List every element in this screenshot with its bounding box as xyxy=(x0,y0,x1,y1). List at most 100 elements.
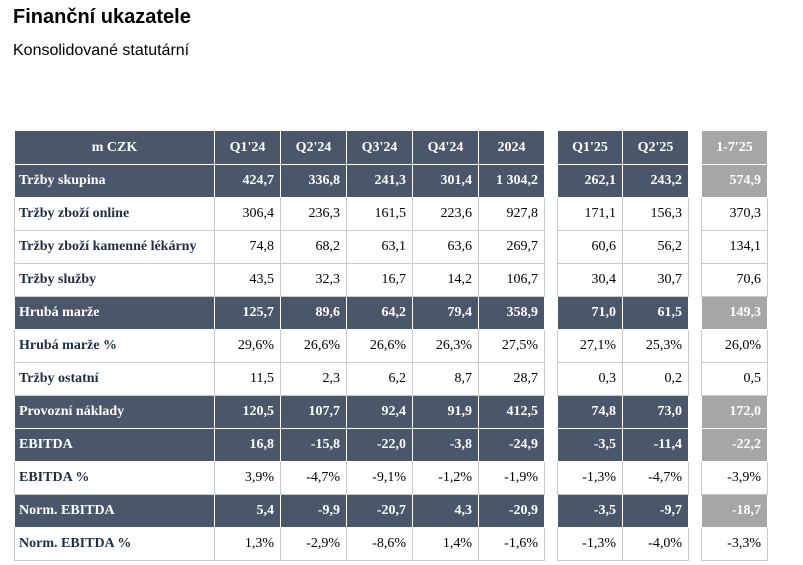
table-cell: 243,2 xyxy=(623,165,689,198)
table-cell: 0,2 xyxy=(623,363,689,396)
table-cell: 71,0 xyxy=(557,297,623,330)
table-cell: 1 304,2 xyxy=(479,165,545,198)
table-row: Norm. EBITDA % 1,3% -2,9% -8,6% 1,4% -1,6% -1,… xyxy=(14,528,768,561)
column-header: Q2'25 xyxy=(623,131,689,165)
row-label: Tržby zboží kamenné lékárny xyxy=(14,231,215,264)
table-cell: 89,6 xyxy=(281,297,347,330)
table-cell: 68,2 xyxy=(281,231,347,264)
row-label: Tržby ostatní xyxy=(14,363,215,396)
table-cell: 0,5 xyxy=(701,363,768,396)
row-label: Tržby služby xyxy=(14,264,215,297)
column-header: Q4'24 xyxy=(413,131,479,165)
table-cell: 5,4 xyxy=(215,495,281,528)
row-label: Provozní náklady xyxy=(14,396,215,429)
table-cell: 1,4% xyxy=(413,528,479,561)
table-cell: -20,9 xyxy=(479,495,545,528)
table-cell: -3,5 xyxy=(557,429,623,462)
table-cell: 262,1 xyxy=(557,165,623,198)
table-cell: -1,9% xyxy=(479,462,545,495)
column-header: Q1'25 xyxy=(557,131,623,165)
column-header: Q2'24 xyxy=(281,131,347,165)
table-cell: 63,1 xyxy=(347,231,413,264)
table-cell: 3,9% xyxy=(215,462,281,495)
table-cell: 223,6 xyxy=(413,198,479,231)
table-cell: 26,6% xyxy=(347,330,413,363)
table-cell: 16,7 xyxy=(347,264,413,297)
table-cell: 107,7 xyxy=(281,396,347,429)
table-cell: 74,8 xyxy=(215,231,281,264)
table-cell: 172,0 xyxy=(701,396,768,429)
table-row: Tržby skupina 424,7 336,8 241,3 301,4 1 304,2… xyxy=(14,165,768,198)
column-header: 2024 xyxy=(479,131,545,165)
table-cell: 171,1 xyxy=(557,198,623,231)
table-cell: -3,3% xyxy=(701,528,768,561)
table-cell: 26,6% xyxy=(281,330,347,363)
table-cell: -11,4 xyxy=(623,429,689,462)
table-cell: 63,6 xyxy=(413,231,479,264)
table-cell: 27,5% xyxy=(479,330,545,363)
table-cell: 370,3 xyxy=(701,198,768,231)
table-row: Tržby zboží kamenné lékárny 74,8 68,2 63,1 6… xyxy=(14,231,768,264)
table-cell: 424,7 xyxy=(215,165,281,198)
table-row: EBITDA 16,8 -15,8 -22,0 -3,8 -24,9 -3,5 -11,4 -2… xyxy=(14,429,768,462)
table-cell: 60,6 xyxy=(557,231,623,264)
table-cell: 306,4 xyxy=(215,198,281,231)
table-cell: 25,3% xyxy=(623,330,689,363)
table-cell: -9,9 xyxy=(281,495,347,528)
table-cell: 43,5 xyxy=(215,264,281,297)
table-cell: 149,3 xyxy=(701,297,768,330)
page-subtitle: Konsolidované statutární xyxy=(13,42,190,59)
table-cell: -22,2 xyxy=(701,429,768,462)
table-cell: 26,0% xyxy=(701,330,768,363)
table-cell: 61,5 xyxy=(623,297,689,330)
table-cell: 106,7 xyxy=(479,264,545,297)
table-cell: 2,3 xyxy=(281,363,347,396)
column-header: 1-7'25 xyxy=(701,131,768,165)
table-cell: -1,6% xyxy=(479,528,545,561)
table-row: Tržby zboží online 306,4 236,3 161,5 223,6 92… xyxy=(14,198,768,231)
table-cell: -4,7% xyxy=(623,462,689,495)
table-cell: 14,2 xyxy=(413,264,479,297)
table-cell: 156,3 xyxy=(623,198,689,231)
table-row: Tržby ostatní 11,5 2,3 6,2 8,7 28,7 0,3 0,2 0,5 xyxy=(14,363,768,396)
row-label: Tržby skupina xyxy=(14,165,215,198)
row-label: EBITDA xyxy=(14,429,215,462)
table-cell: 29,6% xyxy=(215,330,281,363)
table-cell: -9,1% xyxy=(347,462,413,495)
row-label: Norm. EBITDA xyxy=(14,495,215,528)
table-cell: -20,7 xyxy=(347,495,413,528)
table-header-row: m CZK Q1'24 Q2'24 Q3'24 Q4'24 2024 Q1'25 Q2'25 1… xyxy=(14,131,768,165)
table-cell: 336,8 xyxy=(281,165,347,198)
table-cell: 64,2 xyxy=(347,297,413,330)
column-header: m CZK xyxy=(14,131,215,165)
table-cell: -2,9% xyxy=(281,528,347,561)
table-cell: 358,9 xyxy=(479,297,545,330)
table-cell: 412,5 xyxy=(479,396,545,429)
row-label: Hrubá marže % xyxy=(14,330,215,363)
table-cell: -3,8 xyxy=(413,429,479,462)
table-cell: -3,9% xyxy=(701,462,768,495)
row-label: Tržby zboží online xyxy=(14,198,215,231)
table-cell: 73,0 xyxy=(623,396,689,429)
table-cell: 30,4 xyxy=(557,264,623,297)
table-cell: 574,9 xyxy=(701,165,768,198)
table-cell: 92,4 xyxy=(347,396,413,429)
table-cell: -1,2% xyxy=(413,462,479,495)
table-cell: 120,5 xyxy=(215,396,281,429)
table-cell: -1,3% xyxy=(557,528,623,561)
table-cell: 236,3 xyxy=(281,198,347,231)
table-cell: 56,2 xyxy=(623,231,689,264)
table-cell: 0,3 xyxy=(557,363,623,396)
table-cell: 6,2 xyxy=(347,363,413,396)
table-cell: 4,3 xyxy=(413,495,479,528)
row-label: Norm. EBITDA % xyxy=(14,528,215,561)
table-cell: 161,5 xyxy=(347,198,413,231)
table-cell: -22,0 xyxy=(347,429,413,462)
financial-table: m CZK Q1'24 Q2'24 Q3'24 Q4'24 2024 Q1'25 Q2'25 1… xyxy=(14,131,768,561)
table-cell: 26,3% xyxy=(413,330,479,363)
table-cell: 241,3 xyxy=(347,165,413,198)
table-cell: 79,4 xyxy=(413,297,479,330)
table-cell: 74,8 xyxy=(557,396,623,429)
table-cell: 16,8 xyxy=(215,429,281,462)
table-cell: 927,8 xyxy=(479,198,545,231)
